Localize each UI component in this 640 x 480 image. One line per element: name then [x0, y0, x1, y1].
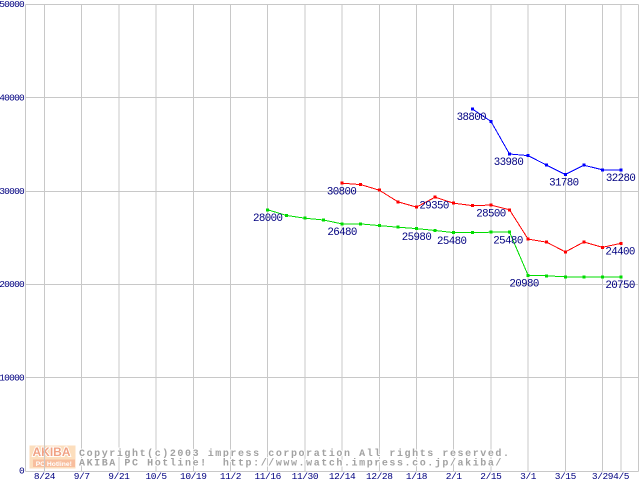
- svg-text:12/14: 12/14: [329, 471, 356, 480]
- svg-text:9/21: 9/21: [108, 471, 130, 480]
- svg-text:1/18: 1/18: [406, 471, 428, 480]
- svg-text:Copyright(c)2003 impress corpo: Copyright(c)2003 impress corporation All…: [79, 448, 511, 460]
- svg-text:25480: 25480: [437, 236, 467, 248]
- svg-text:11/30: 11/30: [292, 471, 319, 480]
- svg-text:33980: 33980: [494, 157, 524, 169]
- svg-text:50000: 50000: [0, 0, 25, 10]
- svg-text:38800: 38800: [457, 112, 487, 124]
- svg-text:40000: 40000: [0, 93, 25, 104]
- svg-text:26480: 26480: [327, 227, 357, 239]
- svg-text:25480: 25480: [493, 235, 523, 247]
- svg-text:AKIBA: AKIBA: [33, 445, 71, 459]
- svg-text:32280: 32280: [606, 173, 636, 185]
- svg-text:9/7: 9/7: [74, 471, 90, 480]
- svg-text:10/19: 10/19: [180, 471, 207, 480]
- svg-text:4/5: 4/5: [613, 471, 630, 480]
- svg-text:11/16: 11/16: [254, 471, 281, 480]
- svg-text:11/2: 11/2: [220, 471, 242, 480]
- svg-text:2/15: 2/15: [480, 471, 502, 480]
- svg-text:24400: 24400: [605, 247, 635, 259]
- svg-text:28000: 28000: [253, 213, 283, 225]
- svg-text:PC Hotline!: PC Hotline!: [36, 461, 72, 468]
- svg-text:12/28: 12/28: [366, 471, 393, 480]
- svg-text:28500: 28500: [476, 208, 506, 220]
- svg-text:3/29: 3/29: [592, 471, 614, 480]
- svg-text:20000: 20000: [0, 279, 25, 290]
- svg-text:8/24: 8/24: [34, 471, 56, 480]
- svg-text:31780: 31780: [549, 178, 579, 190]
- svg-text:29350: 29350: [419, 200, 449, 212]
- svg-text:20750: 20750: [605, 280, 635, 292]
- svg-text:10/5: 10/5: [145, 471, 167, 480]
- svg-text:3/1: 3/1: [520, 471, 537, 480]
- svg-text:3/15: 3/15: [555, 471, 577, 480]
- svg-text:30000: 30000: [0, 186, 25, 197]
- svg-text:AKIBA PC Hotline! http://www.: AKIBA PC Hotline! http://www.watch.impre…: [79, 458, 503, 470]
- svg-text:10000: 10000: [0, 372, 25, 383]
- svg-text:2/1: 2/1: [446, 471, 463, 480]
- svg-text:20980: 20980: [509, 279, 539, 291]
- svg-text:0: 0: [19, 466, 25, 477]
- svg-text:30800: 30800: [327, 186, 357, 198]
- svg-text:25980: 25980: [402, 232, 432, 244]
